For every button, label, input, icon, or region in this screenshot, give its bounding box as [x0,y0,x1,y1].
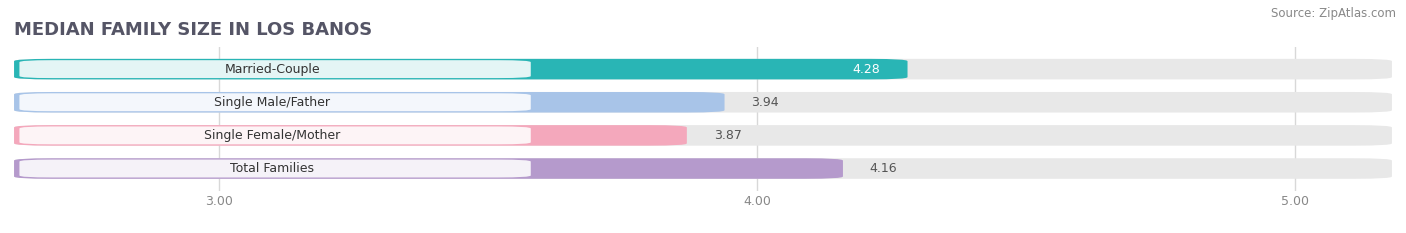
FancyBboxPatch shape [14,92,724,113]
Text: Total Families: Total Families [231,162,315,175]
FancyBboxPatch shape [14,59,1392,79]
Text: MEDIAN FAMILY SIZE IN LOS BANOS: MEDIAN FAMILY SIZE IN LOS BANOS [14,21,373,39]
FancyBboxPatch shape [14,92,1392,113]
Text: Single Male/Father: Single Male/Father [214,96,330,109]
FancyBboxPatch shape [14,158,1392,179]
FancyBboxPatch shape [14,125,1392,146]
FancyBboxPatch shape [14,125,688,146]
FancyBboxPatch shape [14,59,907,79]
FancyBboxPatch shape [20,160,530,178]
Text: 3.87: 3.87 [714,129,741,142]
Text: Source: ZipAtlas.com: Source: ZipAtlas.com [1271,7,1396,20]
Text: Single Female/Mother: Single Female/Mother [204,129,340,142]
Text: 4.28: 4.28 [853,63,880,76]
FancyBboxPatch shape [14,158,844,179]
FancyBboxPatch shape [20,127,530,144]
Text: Married-Couple: Married-Couple [225,63,321,76]
FancyBboxPatch shape [20,60,530,78]
Text: 3.94: 3.94 [751,96,779,109]
Text: 4.16: 4.16 [870,162,897,175]
FancyBboxPatch shape [20,93,530,111]
